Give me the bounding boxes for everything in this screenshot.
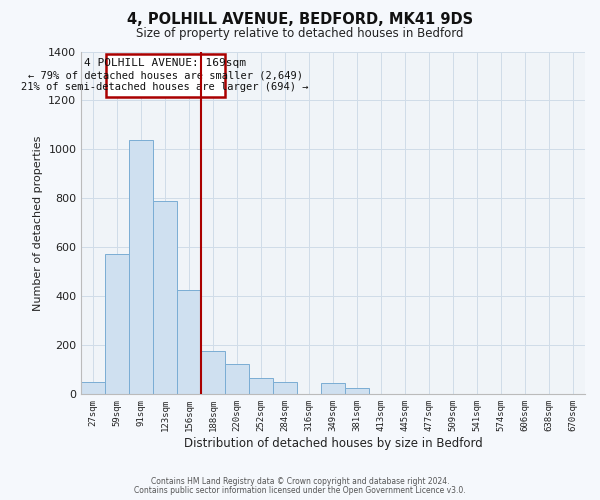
Bar [129, 140, 153, 394]
Bar [225, 364, 249, 394]
Bar [177, 290, 201, 395]
Bar [105, 254, 129, 394]
Bar [201, 350, 225, 395]
Text: 4 POLHILL AVENUE: 169sqm: 4 POLHILL AVENUE: 169sqm [84, 58, 246, 68]
Bar [321, 383, 345, 394]
X-axis label: Distribution of detached houses by size in Bedford: Distribution of detached houses by size … [184, 437, 482, 450]
Text: 21% of semi-detached houses are larger (694) →: 21% of semi-detached houses are larger (… [22, 82, 309, 92]
Text: 4, POLHILL AVENUE, BEDFORD, MK41 9DS: 4, POLHILL AVENUE, BEDFORD, MK41 9DS [127, 12, 473, 28]
Text: Contains public sector information licensed under the Open Government Licence v3: Contains public sector information licen… [134, 486, 466, 495]
Bar [273, 382, 297, 394]
Bar [249, 378, 273, 394]
Bar [345, 388, 369, 394]
Text: ← 79% of detached houses are smaller (2,649): ← 79% of detached houses are smaller (2,… [28, 70, 303, 81]
Bar [153, 201, 177, 394]
Text: Size of property relative to detached houses in Bedford: Size of property relative to detached ho… [136, 28, 464, 40]
Y-axis label: Number of detached properties: Number of detached properties [33, 135, 43, 310]
Bar [81, 382, 105, 394]
Text: Contains HM Land Registry data © Crown copyright and database right 2024.: Contains HM Land Registry data © Crown c… [151, 477, 449, 486]
FancyBboxPatch shape [106, 54, 224, 97]
